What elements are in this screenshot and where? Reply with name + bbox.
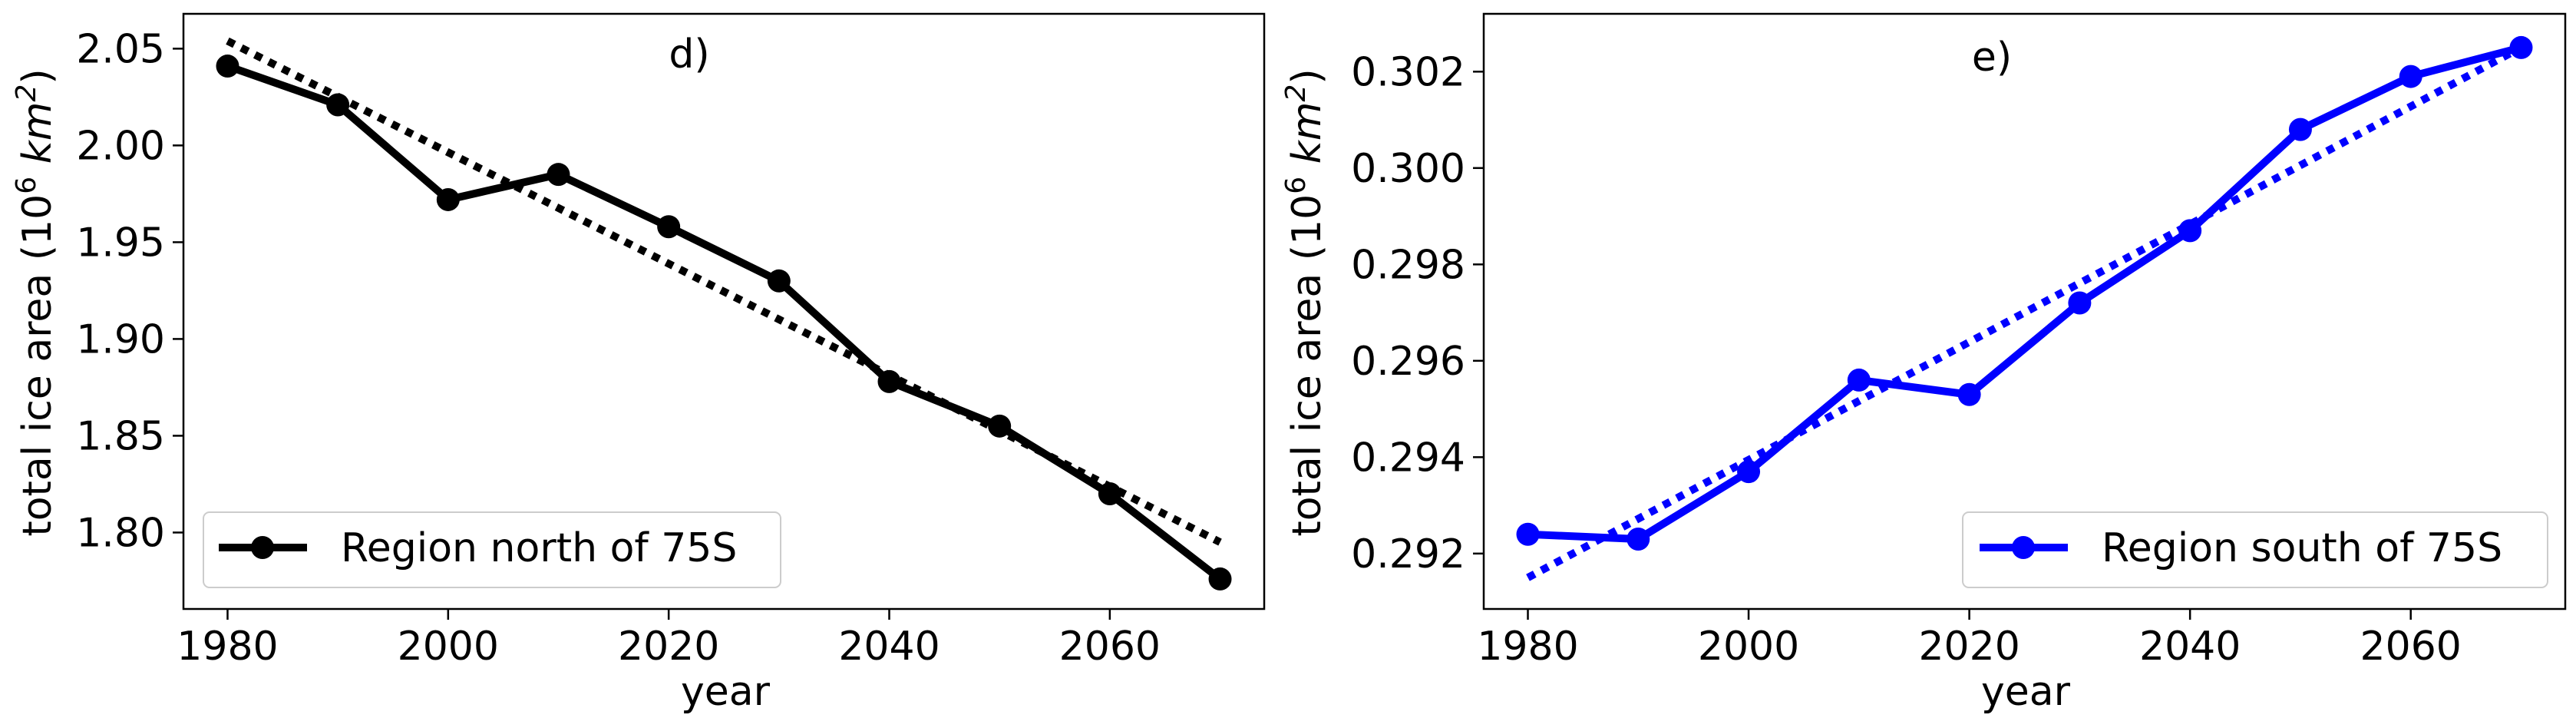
data-point [1847, 368, 1871, 392]
y-axis-label: total ice area (106 km2) [11, 68, 61, 536]
panel-label: d) [669, 31, 709, 78]
x-tick-label: 2060 [2360, 624, 2462, 670]
x-tick-label: 2000 [1698, 624, 1799, 670]
chart-panel-e: total ice area (106 km2) year e) 1980 200… [1280, 12, 2567, 715]
legend: Region north of 75S [203, 511, 781, 588]
x-axis-label: year [1981, 669, 2071, 715]
y-axis-label: total ice area (106 km2) [1280, 68, 1330, 536]
data-point [767, 269, 791, 293]
y-tick-label: 2.05 [76, 26, 165, 72]
data-point [216, 55, 239, 78]
y-tick-label: 0.302 [1351, 49, 1465, 95]
x-tick-label: 2040 [838, 624, 940, 670]
data-point [2399, 65, 2422, 88]
x-tick-label: 2000 [398, 624, 499, 670]
x-tick-label: 2060 [1059, 624, 1161, 670]
legend-marker-sample [2012, 536, 2035, 559]
data-point [657, 215, 681, 239]
series-line [226, 62, 1223, 582]
data-point [1516, 522, 1540, 546]
data-point [2288, 117, 2312, 141]
data-point [1098, 482, 1121, 506]
x-tick-label: 2020 [618, 624, 719, 670]
legend: Region south of 75S [1962, 511, 2548, 588]
legend-marker-sample [251, 536, 274, 559]
data-point [2068, 291, 2092, 315]
plot-area [1516, 35, 2533, 581]
data-point [436, 187, 460, 211]
panel-label: e) [1972, 35, 2012, 81]
data-point [547, 163, 570, 187]
legend-label: Region south of 75S [2102, 525, 2502, 571]
y-tick-label: 0.300 [1351, 146, 1465, 192]
axis-ticks: 1980 2000 2020 2040 2060 0.292 0.294 0.296 0.298… [1351, 49, 2462, 670]
x-tick-label: 1980 [1477, 624, 1578, 670]
y-tick-label: 1.80 [76, 510, 165, 556]
legend-box [203, 511, 781, 588]
x-axis-label: year [681, 669, 771, 715]
data-point [1957, 382, 1981, 406]
y-tick-label: 0.294 [1351, 435, 1465, 481]
axes-frame [1482, 12, 2567, 611]
chart-panel-d: total ice area (106 km2) year d) 1980 200… [11, 12, 1266, 715]
y-tick-label: 0.298 [1351, 242, 1465, 288]
legend-label: Region north of 75S [341, 525, 737, 571]
axis-ticks: 1980 2000 2020 2040 2060 1.80 1.85 1.90 1.95 2.00… [76, 26, 1161, 670]
x-tick-label: 2040 [2139, 624, 2241, 670]
legend-box [1962, 511, 2548, 588]
y-tick-label: 2.00 [76, 123, 165, 169]
trend-line [1526, 44, 2523, 581]
data-point [1737, 460, 1761, 484]
x-tick-label: 2020 [1918, 624, 2020, 670]
y-tick-label: 1.90 [76, 316, 165, 362]
y-tick-label: 1.95 [76, 220, 165, 266]
data-point [877, 369, 901, 393]
y-tick-label: 1.85 [76, 413, 165, 459]
y-tick-label: 0.296 [1351, 339, 1465, 385]
y-tick-label: 0.292 [1351, 531, 1465, 577]
x-tick-label: 1980 [177, 624, 278, 670]
data-point [1627, 528, 1650, 551]
series-line [1527, 44, 2522, 544]
axes-frame [182, 12, 1266, 611]
plot-area [216, 37, 1232, 591]
data-point [1208, 567, 1232, 591]
trend-line [226, 37, 1222, 546]
